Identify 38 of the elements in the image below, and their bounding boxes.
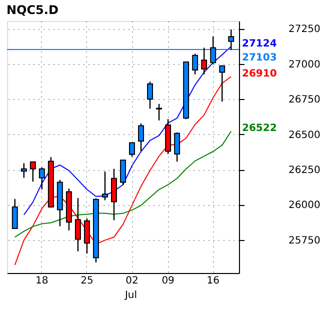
x-tick-label: 09 <box>162 276 174 286</box>
candlestick <box>38 166 45 190</box>
y-tick-label: 26000 <box>288 200 320 212</box>
line-series <box>14 76 232 266</box>
candlestick <box>129 142 135 158</box>
candlestick <box>12 198 18 230</box>
candlestick <box>84 218 90 254</box>
y-tick-label: 26250 <box>288 165 320 176</box>
line-series <box>23 46 232 216</box>
candlestick <box>20 162 27 178</box>
y-tick-label: 25750 <box>288 235 320 246</box>
candlestick <box>147 81 154 110</box>
candlestick <box>120 159 126 186</box>
candlestick <box>30 161 36 182</box>
candlestick <box>74 198 81 252</box>
data-label: 26910 <box>242 68 277 80</box>
candlestick <box>111 168 117 221</box>
line-series <box>14 130 232 238</box>
candlestick <box>156 103 162 121</box>
y-tick-label: 27250 <box>288 24 320 36</box>
candlestick <box>102 170 108 201</box>
x-tick-label: 25 <box>80 276 94 286</box>
y-tick-label: 26750 <box>288 94 320 106</box>
x-tick-label: 18 <box>36 276 48 286</box>
candlestick <box>138 122 144 152</box>
candlestick <box>192 53 198 75</box>
y-tick-label: 26500 <box>288 130 320 141</box>
data-label: 26522 <box>242 123 277 134</box>
data-label: 27124 <box>242 38 277 50</box>
candlestick <box>201 47 208 75</box>
text: Jul <box>124 290 138 301</box>
candlestick <box>219 64 226 102</box>
y-tick-label: 27000 <box>288 59 320 70</box>
candlestick <box>174 132 180 162</box>
ref-line-label: 27103 <box>242 52 277 64</box>
x-tick-label: 16 <box>206 276 220 286</box>
chart-title: NQC5.D <box>6 3 58 17</box>
x-tick-label: 02 <box>126 276 138 286</box>
